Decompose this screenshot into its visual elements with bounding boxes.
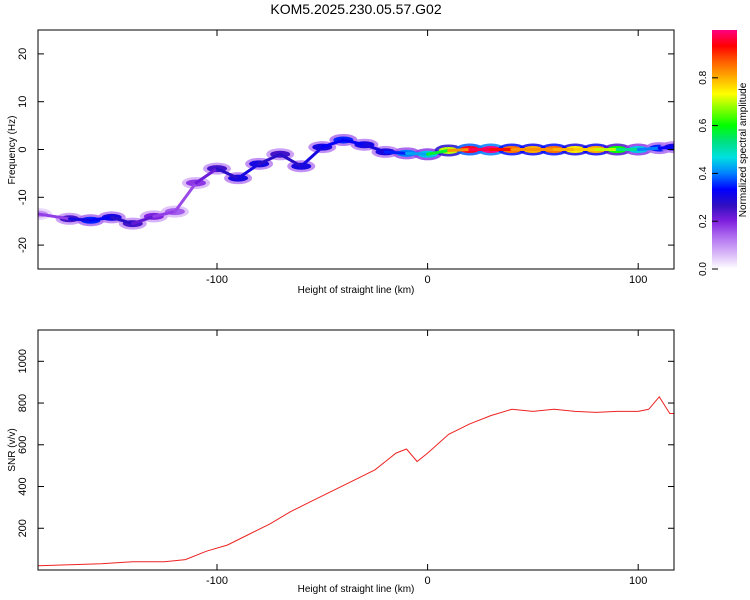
colorbar: 0.0 0.2 0.4 0.6 0.8 Normalized spectral ampl… (698, 30, 749, 276)
y-tick-label: 1000 (17, 349, 29, 373)
ridge-segment (215, 167, 240, 180)
colorbar-tick-label: 0.2 (698, 214, 709, 228)
ridge-segment (341, 138, 366, 147)
ridge-segment (362, 143, 387, 154)
y-tick-label: 20 (17, 48, 29, 60)
spectrogram-y-ticks: -20 -10 0 10 20 (17, 48, 674, 253)
x-tick-label: 100 (629, 274, 647, 286)
ridge-segment (173, 181, 198, 214)
spectrogram-ylabel: Frequency (Hz) (7, 116, 18, 185)
colorbar-tick-label: 0.6 (698, 118, 709, 132)
y-tick-label: 0 (17, 146, 29, 152)
ridge-segment (236, 162, 261, 180)
ridge-segment (257, 152, 282, 166)
ridge-segment (657, 145, 674, 150)
snr-xlabel: Height of straight line (km) (298, 584, 415, 595)
figure-title: KOM5.2025.230.05.57.G02 (270, 1, 441, 17)
ridge-segment (447, 148, 472, 152)
snr-x-ticks: -100 0 100 (206, 330, 647, 587)
spectrogram-xlabel: Height of straight line (km) (298, 285, 415, 296)
ridge-segment (636, 146, 661, 151)
colorbar-tick-label: 0.0 (698, 262, 709, 276)
colorbar-tick-label: 0.4 (698, 166, 709, 180)
ridge-segment (194, 167, 219, 185)
x-tick-label: 100 (629, 575, 647, 587)
colorbar-ticks: 0.0 0.2 0.4 0.6 0.8 (698, 70, 718, 276)
ridge-segment (320, 138, 345, 149)
y-tick-label: 600 (17, 436, 29, 454)
ridge-segment (299, 145, 324, 168)
y-tick-label: 10 (17, 96, 29, 108)
ridge-segment (89, 215, 114, 222)
spectrogram-ridge (38, 133, 674, 230)
ridge-segment (131, 214, 156, 226)
snr-frame (37, 329, 675, 571)
colorbar-gradient (712, 30, 737, 269)
colorbar-tick-label: 0.8 (698, 70, 709, 84)
colorbar-label: Normalized spectral amplitude (738, 82, 749, 217)
ridge-segment (405, 151, 430, 156)
y-tick-label: 200 (17, 519, 29, 537)
ridge-segment (383, 150, 409, 155)
y-tick-label: -20 (17, 237, 29, 253)
ridge-segment (110, 215, 135, 226)
y-tick-label: -10 (17, 189, 29, 205)
x-tick-label: 0 (425, 575, 431, 587)
snr-ylabel: SNR (v/v) (7, 428, 18, 471)
snr-series-line (38, 395, 674, 567)
snr-panel: -100 0 100 200 400 600 800 1000 Height of stra… (7, 329, 675, 595)
x-tick-label: -100 (206, 575, 228, 587)
y-tick-label: 800 (17, 394, 29, 412)
snr-y-ticks: 200 400 600 800 1000 (17, 349, 674, 537)
ridge-segment (278, 152, 303, 168)
y-tick-label: 400 (17, 477, 29, 495)
ridge-segment (426, 148, 451, 156)
ridge-segment (38, 212, 72, 221)
ridge-segment (152, 210, 177, 218)
ridge-segment (68, 217, 93, 222)
x-tick-label: 0 (425, 274, 431, 286)
x-tick-label: -100 (206, 274, 228, 286)
spectrogram-x-ticks: -100 0 100 (206, 30, 647, 286)
